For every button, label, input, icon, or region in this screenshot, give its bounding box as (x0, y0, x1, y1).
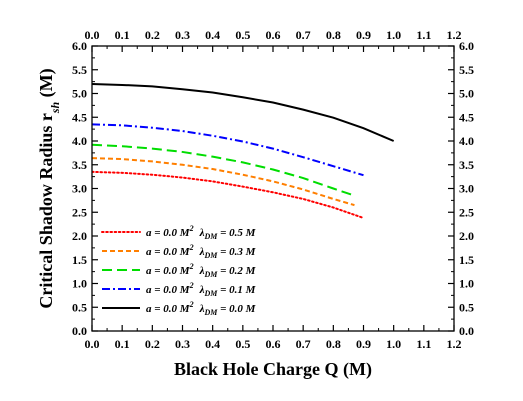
x-tick-label-bottom: 0.1 (115, 337, 130, 351)
y-tick-label-right: 4.0 (459, 134, 474, 148)
x-tick-label-top: 0.5 (235, 28, 250, 42)
y-tick-label-right: 4.5 (459, 110, 474, 124)
y-tick-label-right: 1.0 (459, 277, 474, 291)
x-tick-label-bottom: 0.0 (85, 337, 100, 351)
legend-label-4: a = 0.0 M2 λDM = 0.1 M (146, 281, 257, 298)
legend-label-2: a = 0.0 M2 λDM = 0.3 M (146, 243, 257, 260)
y-tick-label-right: 5.0 (459, 87, 474, 101)
y-tick-label-left: 2.0 (72, 229, 87, 243)
x-tick-label-bottom: 0.9 (356, 337, 371, 351)
series-line-1 (92, 170, 365, 219)
y-tick-label-right: 3.5 (459, 158, 474, 172)
x-tick-label-bottom: 1.1 (416, 337, 431, 351)
series-line-2 (92, 157, 355, 207)
y-tick-label-right: 0.0 (459, 324, 474, 338)
legend: a = 0.0 M2 λDM = 0.5 M a = 0.0 M2 λDM = 0.3… (101, 224, 257, 317)
x-tick-label-bottom: 0.6 (266, 337, 281, 351)
x-tick-label-top: 0.3 (175, 28, 190, 42)
y-tick-label-right: 2.5 (459, 205, 474, 219)
y-tick-label-left: 0.0 (72, 324, 87, 338)
series-line-5 (92, 83, 395, 142)
y-tick-label-right: 3.0 (459, 182, 474, 196)
x-tick-label-bottom: 0.8 (326, 337, 341, 351)
x-tick-label-bottom: 0.4 (205, 337, 220, 351)
x-tick-label-top: 1.1 (416, 28, 431, 42)
y-tick-label-right: 6.0 (459, 39, 474, 53)
y-tick-label-left: 1.0 (72, 277, 87, 291)
x-tick-label-top: 0.9 (356, 28, 371, 42)
series-line-3 (92, 143, 355, 197)
y-axis-title-unit: (M) (36, 68, 57, 101)
x-tick-label-bottom: 1.0 (386, 337, 401, 351)
legend-label-5: a = 0.0 M2 λDM = 0.0 M (146, 300, 257, 317)
y-tick-label-left: 3.0 (72, 182, 87, 196)
y-tick-label-left: 3.5 (72, 158, 87, 172)
x-tick-label-bottom: 0.5 (235, 337, 250, 351)
series-line-4 (92, 123, 364, 177)
legend-label-1: a = 0.0 M2 λDM = 0.5 M (146, 224, 257, 241)
ticks-layer: 0.00.00.10.10.20.20.30.30.40.40.50.50.60… (72, 28, 474, 351)
x-tick-label-top: 1.0 (386, 28, 401, 42)
x-axis-title: Black Hole Charge Q (M) (174, 359, 372, 380)
y-axis-title: Critical Shadow Radius rsh (M) (36, 68, 62, 308)
x-tick-label-top: 0.8 (326, 28, 341, 42)
series-layer (92, 83, 395, 219)
x-tick-label-top: 0.4 (205, 28, 220, 42)
x-tick-label-top: 1.2 (447, 28, 462, 42)
y-tick-label-left: 4.0 (72, 134, 87, 148)
y-tick-label-left: 5.0 (72, 87, 87, 101)
x-tick-label-top: 0.1 (115, 28, 130, 42)
y-tick-label-left: 6.0 (72, 39, 87, 53)
y-tick-label-left: 2.5 (72, 205, 87, 219)
x-tick-label-bottom: 1.2 (447, 337, 462, 351)
x-tick-label-top: 0.2 (145, 28, 160, 42)
y-tick-label-right: 1.5 (459, 253, 474, 267)
y-tick-label-left: 1.5 (72, 253, 87, 267)
y-tick-label-left: 0.5 (72, 300, 87, 314)
x-tick-label-top: 0.6 (266, 28, 281, 42)
x-tick-label-bottom: 0.7 (296, 337, 311, 351)
y-tick-label-left: 5.5 (72, 63, 87, 77)
y-tick-label-left: 4.5 (72, 110, 87, 124)
y-tick-label-right: 2.0 (459, 229, 474, 243)
x-tick-label-bottom: 0.3 (175, 337, 190, 351)
y-tick-label-right: 5.5 (459, 63, 474, 77)
y-tick-label-right: 0.5 (459, 300, 474, 314)
legend-label-3: a = 0.0 M2 λDM = 0.2 M (146, 262, 257, 279)
x-tick-label-top: 0.0 (85, 28, 100, 42)
x-tick-label-top: 0.7 (296, 28, 311, 42)
x-tick-label-bottom: 0.2 (145, 337, 160, 351)
y-axis-title-main: Critical Shadow Radius r (36, 113, 56, 309)
y-axis-title-subscript: sh (48, 101, 62, 114)
